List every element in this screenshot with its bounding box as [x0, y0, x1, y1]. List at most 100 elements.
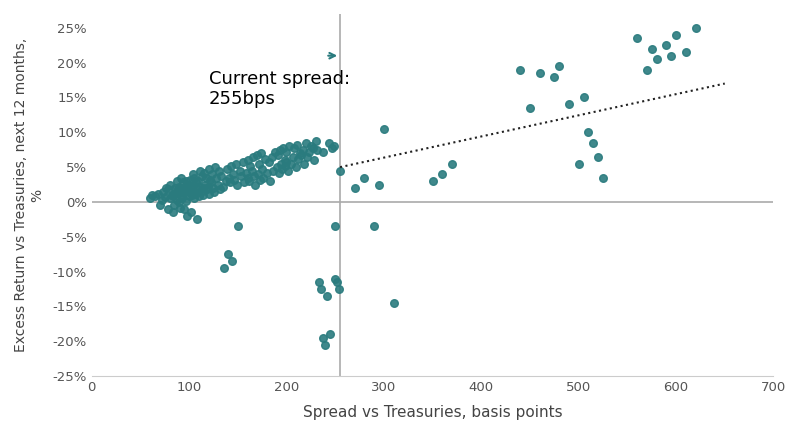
Point: [247, 153, 260, 160]
Point: [166, 209, 179, 216]
Point: [230, 160, 242, 167]
Point: [175, 174, 188, 181]
Point: [572, 160, 585, 167]
Point: [205, 179, 218, 186]
Point: [279, 157, 292, 164]
Y-axis label: Excess Return vs Treasuries, next 12 months,
%: Excess Return vs Treasuries, next 12 mon…: [14, 38, 44, 352]
Point: [329, 275, 342, 282]
Point: [270, 164, 283, 171]
Point: [258, 155, 271, 162]
Point: [282, 167, 295, 174]
Point: [154, 202, 166, 209]
Point: [242, 157, 255, 164]
Point: [299, 139, 312, 146]
Point: [185, 209, 198, 216]
Point: [181, 212, 194, 219]
Point: [251, 151, 264, 158]
Point: [387, 299, 400, 306]
Point: [256, 165, 269, 172]
Point: [156, 188, 169, 195]
Point: [186, 191, 198, 198]
Point: [562, 101, 575, 108]
Point: [660, 42, 673, 49]
Point: [162, 205, 174, 212]
Point: [249, 181, 262, 188]
Point: [207, 184, 220, 191]
Point: [226, 171, 239, 178]
Point: [196, 184, 209, 191]
Point: [178, 184, 190, 191]
Point: [171, 197, 184, 204]
Point: [191, 178, 204, 184]
Point: [317, 334, 330, 341]
Point: [294, 151, 307, 158]
Point: [358, 174, 370, 181]
Point: [186, 181, 199, 188]
Point: [319, 341, 332, 348]
Point: [285, 160, 298, 167]
Point: [210, 174, 222, 181]
Point: [168, 190, 181, 197]
Point: [238, 179, 250, 186]
Point: [321, 293, 334, 299]
Point: [182, 188, 195, 195]
Text: Current spread:
255bps: Current spread: 255bps: [209, 69, 350, 108]
Point: [177, 179, 190, 186]
Point: [158, 194, 171, 201]
Point: [670, 31, 682, 38]
Point: [184, 176, 197, 183]
Point: [266, 167, 279, 174]
Point: [185, 184, 198, 191]
Point: [222, 251, 234, 258]
Point: [220, 178, 233, 184]
Point: [198, 169, 210, 176]
Point: [446, 160, 458, 167]
Point: [553, 62, 566, 69]
Point: [182, 181, 194, 188]
Point: [274, 146, 286, 153]
Point: [378, 125, 390, 132]
Point: [169, 184, 182, 191]
Point: [168, 202, 181, 209]
Point: [646, 45, 658, 52]
Point: [307, 157, 320, 164]
Point: [679, 49, 692, 56]
Point: [333, 286, 346, 293]
Point: [206, 171, 219, 178]
Point: [523, 105, 536, 112]
Point: [187, 195, 200, 202]
Point: [268, 148, 281, 155]
Point: [326, 144, 338, 151]
Point: [146, 191, 158, 198]
Point: [290, 141, 303, 148]
Point: [187, 174, 200, 181]
Point: [182, 193, 195, 200]
Point: [201, 183, 214, 190]
Point: [163, 181, 176, 188]
Point: [215, 172, 228, 179]
Point: [271, 151, 284, 158]
Point: [276, 144, 289, 151]
Point: [144, 195, 157, 202]
Point: [226, 258, 238, 265]
Point: [302, 148, 315, 155]
Point: [316, 148, 329, 155]
Point: [310, 137, 322, 144]
X-axis label: Spread vs Treasuries, basis points: Spread vs Treasuries, basis points: [302, 405, 562, 420]
Point: [305, 143, 318, 150]
Point: [165, 191, 178, 198]
Point: [306, 144, 319, 151]
Point: [290, 164, 302, 171]
Point: [174, 204, 186, 211]
Point: [577, 94, 590, 101]
Point: [248, 172, 261, 179]
Point: [212, 181, 225, 188]
Point: [172, 186, 185, 193]
Point: [151, 190, 164, 197]
Point: [689, 24, 702, 31]
Point: [173, 183, 186, 190]
Point: [198, 181, 211, 188]
Point: [194, 167, 206, 174]
Point: [175, 188, 188, 195]
Point: [297, 146, 310, 153]
